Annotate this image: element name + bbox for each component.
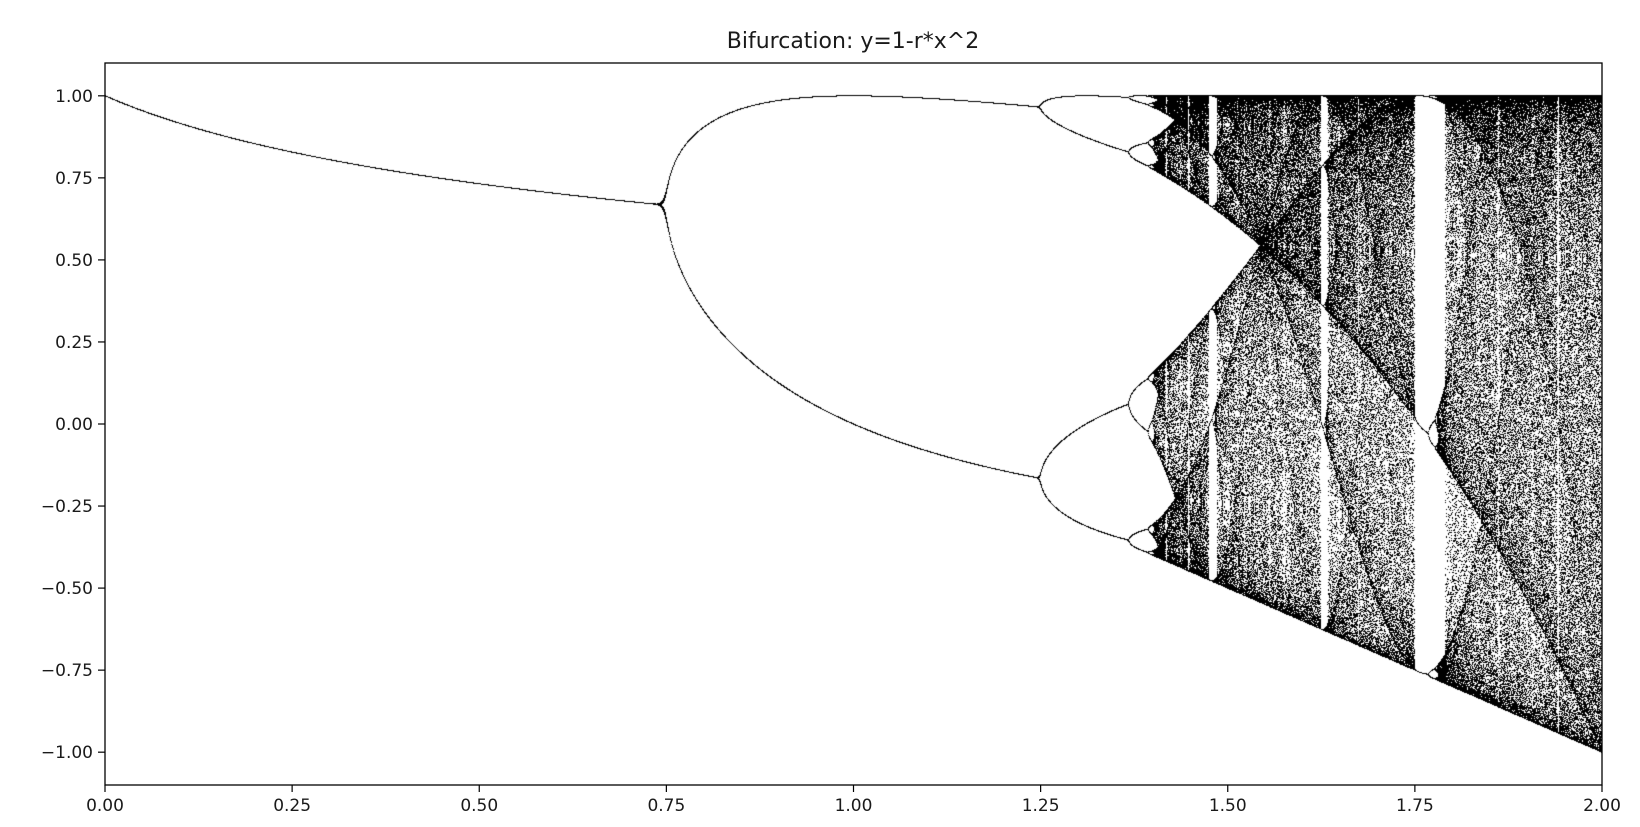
plot-frame [104,62,1603,786]
chart-title: Bifurcation: y=1-r*x^2 [727,29,979,54]
y-tick-label: 0.00 [55,415,93,435]
x-axis: 0.00 0.25 0.50 0.75 1.00 1.25 1.50 1.75 2.00 [86,785,1621,816]
y-tick-label: 0.75 [55,169,93,189]
y-axis: 1.00 0.75 0.50 0.25 0.00 −0.25 −0.50 −0.75 −1.00 [41,87,105,763]
bifurcation-points [105,63,1602,785]
x-tick-label: 1.25 [1022,796,1060,816]
x-tick-label: 2.00 [1583,796,1621,816]
x-tick-label: 0.50 [460,796,498,816]
y-tick-label: 0.50 [55,251,93,271]
y-tick-label: 1.00 [55,87,93,107]
x-tick-label: 1.50 [1209,796,1247,816]
y-tick-label: −0.50 [41,579,93,599]
x-tick-label: 1.00 [835,796,873,816]
x-tick-label: 0.25 [273,796,311,816]
y-tick-label: −0.75 [41,661,93,681]
y-tick-label: 0.25 [55,333,93,353]
y-tick-label: −1.00 [41,743,93,763]
x-tick-label: 0.00 [86,796,124,816]
x-tick-label: 0.75 [647,796,685,816]
x-tick-label: 1.75 [1396,796,1434,816]
y-tick-label: −0.25 [41,497,93,517]
plot-area [105,63,1602,785]
